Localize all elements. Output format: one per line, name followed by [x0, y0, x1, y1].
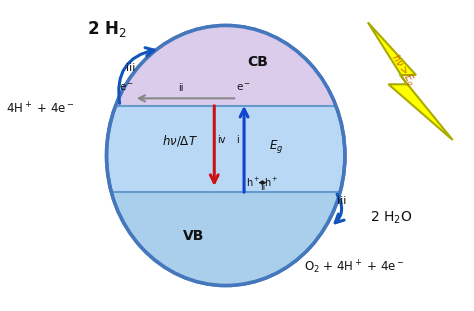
Text: VB: VB — [183, 229, 204, 243]
Text: iii: iii — [337, 196, 346, 206]
Text: ii: ii — [260, 183, 265, 192]
Text: h$^+$: h$^+$ — [246, 176, 261, 189]
Polygon shape — [368, 22, 453, 140]
Text: 2 H$_2$: 2 H$_2$ — [87, 19, 127, 39]
Text: O$_2$ + 4H$^+$ + 4e$^-$: O$_2$ + 4H$^+$ + 4e$^-$ — [304, 258, 405, 276]
Text: iv: iv — [217, 135, 226, 145]
Text: CB: CB — [247, 55, 268, 69]
Ellipse shape — [107, 26, 345, 285]
Text: $E_g$: $E_g$ — [269, 138, 283, 155]
Text: $h\nu > E_g$: $h\nu > E_g$ — [387, 51, 418, 89]
Text: e$^-$: e$^-$ — [237, 82, 252, 93]
Text: h$^+$: h$^+$ — [264, 176, 279, 189]
Text: 4H$^+$ + 4e$^-$: 4H$^+$ + 4e$^-$ — [6, 101, 74, 117]
Text: e$^-$: e$^-$ — [119, 82, 135, 93]
Polygon shape — [112, 192, 340, 285]
Text: 2 H$_2$O: 2 H$_2$O — [370, 209, 412, 225]
Text: ii: ii — [178, 82, 183, 92]
Text: $h\nu/\Delta T$: $h\nu/\Delta T$ — [162, 132, 198, 147]
Text: i: i — [236, 135, 238, 145]
Polygon shape — [116, 26, 336, 106]
Text: iii: iii — [126, 63, 135, 73]
